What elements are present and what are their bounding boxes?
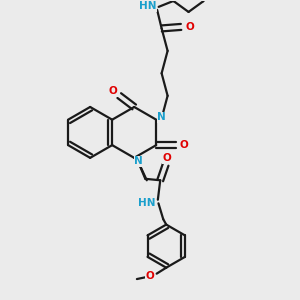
Text: HN: HN xyxy=(140,1,157,11)
Text: O: O xyxy=(180,140,188,150)
Text: O: O xyxy=(185,22,194,32)
Text: O: O xyxy=(108,86,117,96)
Text: N: N xyxy=(134,156,143,167)
Text: O: O xyxy=(146,271,154,281)
Text: N: N xyxy=(157,112,166,122)
Text: HN: HN xyxy=(138,198,155,208)
Text: O: O xyxy=(163,153,172,163)
